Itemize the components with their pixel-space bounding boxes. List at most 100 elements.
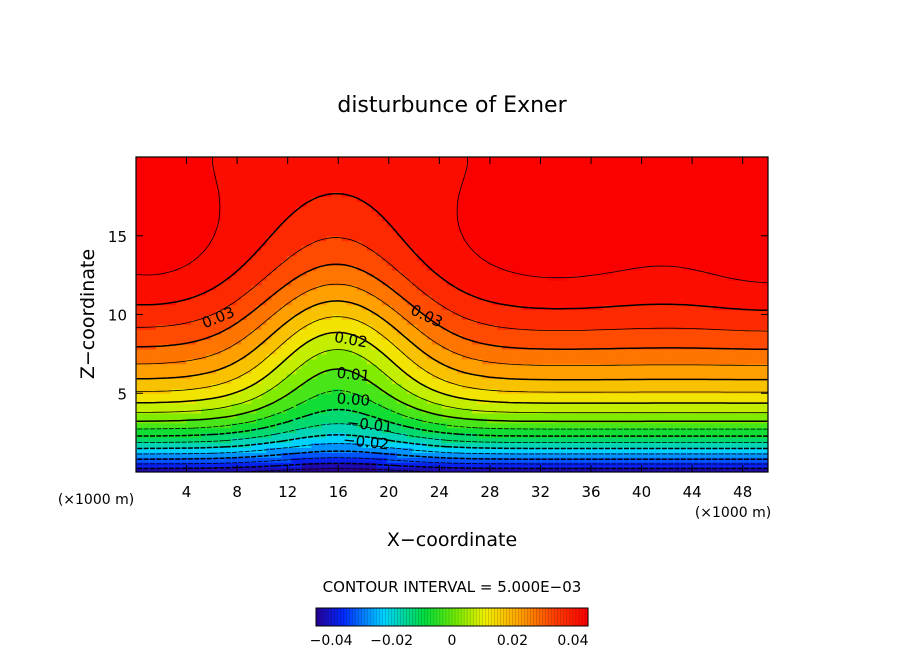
field-cell	[391, 270, 398, 276]
field-cell	[411, 422, 418, 429]
field-cell	[291, 339, 298, 345]
field-cell	[421, 176, 428, 183]
field-cell	[467, 378, 473, 384]
field-cell	[246, 452, 252, 458]
field-cell	[426, 206, 433, 212]
field-cell	[462, 250, 468, 257]
field-cell	[316, 235, 323, 242]
field-cell	[301, 452, 308, 458]
field-cell	[136, 363, 142, 370]
field-cell	[196, 171, 202, 178]
field-cell	[226, 314, 232, 321]
field-cell	[316, 220, 323, 227]
field-cell	[231, 383, 237, 389]
field-cell	[141, 275, 147, 281]
field-cell	[391, 220, 398, 227]
field-cell	[171, 353, 177, 360]
field-cell	[321, 363, 328, 370]
field-cell	[136, 467, 142, 472]
field-cell	[421, 240, 428, 247]
field-cell	[517, 457, 523, 463]
field-cell	[276, 196, 283, 202]
field-cell	[266, 191, 273, 197]
field-cell	[166, 348, 172, 355]
field-cell	[201, 309, 207, 316]
field-cell	[517, 206, 523, 212]
field-cell	[186, 378, 192, 384]
field-cell	[241, 270, 247, 276]
field-cell	[472, 270, 478, 276]
field-cell	[416, 171, 423, 178]
field-cell	[477, 225, 483, 232]
field-cell	[406, 383, 413, 389]
field-cell	[161, 467, 167, 472]
field-cell	[271, 358, 278, 365]
field-cell	[301, 378, 308, 384]
field-cell	[482, 314, 488, 321]
field-cell	[246, 329, 252, 335]
field-cell	[401, 230, 408, 237]
field-cell	[196, 220, 202, 227]
field-cell	[316, 344, 323, 350]
field-cell	[281, 412, 288, 419]
field-cell	[497, 275, 503, 281]
field-cell	[346, 289, 353, 296]
field-cell	[517, 191, 523, 197]
field-cell	[196, 161, 202, 168]
field-cell	[196, 373, 202, 380]
field-cell	[271, 353, 278, 360]
field-cell	[507, 270, 513, 276]
field-cell	[452, 161, 458, 168]
field-cell	[386, 363, 393, 370]
field-cell	[136, 161, 142, 168]
field-cell	[211, 452, 217, 458]
field-cell	[376, 265, 383, 271]
field-cell	[206, 447, 212, 453]
field-cell	[326, 393, 333, 399]
field-cell	[171, 447, 177, 453]
field-cell	[356, 220, 363, 227]
field-cell	[482, 211, 488, 217]
field-cell	[206, 240, 212, 247]
field-cell	[276, 412, 283, 419]
field-cell	[406, 457, 413, 463]
field-cell	[376, 171, 383, 178]
field-cell	[161, 181, 167, 188]
field-cell	[517, 211, 523, 217]
field-cell	[341, 348, 348, 355]
field-cell	[371, 398, 378, 404]
field-cell	[366, 275, 373, 281]
field-cell	[161, 186, 167, 193]
field-cell	[336, 348, 343, 355]
field-cell	[462, 457, 468, 463]
field-cell	[241, 250, 247, 257]
field-cell	[351, 171, 358, 178]
field-cell	[512, 378, 518, 384]
field-cell	[291, 211, 298, 217]
field-cell	[286, 245, 293, 252]
field-cell	[371, 314, 378, 321]
field-cell	[346, 452, 353, 458]
field-cell	[426, 225, 433, 232]
field-cell	[151, 225, 157, 232]
field-cell	[441, 176, 448, 183]
field-cell	[386, 225, 393, 232]
field-cell	[487, 280, 493, 286]
field-cell	[386, 462, 393, 468]
field-cell	[321, 166, 328, 173]
field-cell	[336, 452, 343, 458]
field-cell	[371, 201, 378, 207]
field-cell	[497, 260, 503, 266]
field-cell	[381, 260, 388, 266]
field-cell	[281, 240, 288, 247]
field-cell	[201, 270, 207, 276]
field-cell	[356, 157, 363, 163]
field-cell	[512, 353, 518, 360]
field-cell	[386, 427, 393, 434]
field-cell	[457, 181, 463, 188]
field-cell	[141, 388, 147, 394]
field-cell	[136, 368, 142, 375]
field-cell	[517, 378, 523, 384]
field-cell	[441, 275, 448, 281]
field-cell	[482, 166, 488, 173]
